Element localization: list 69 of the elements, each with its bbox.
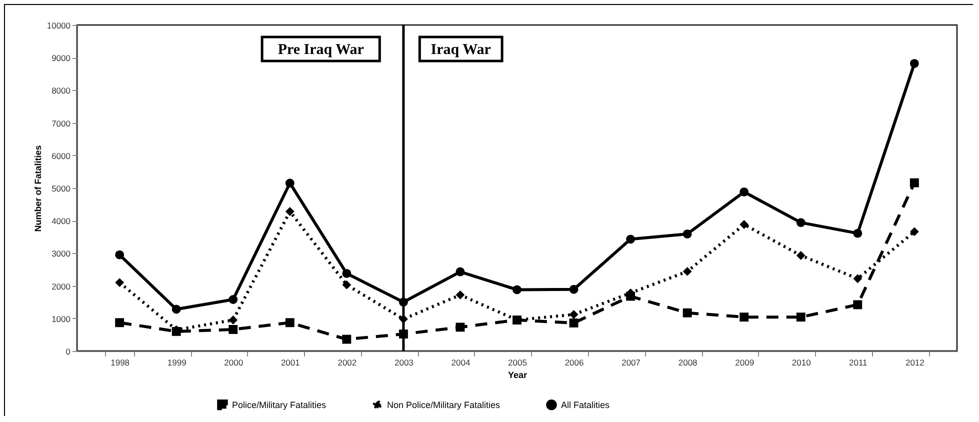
point: [796, 251, 806, 260]
x-tick-label: 1998: [110, 358, 130, 368]
y-tick-label: 8000: [52, 86, 71, 96]
point: [682, 230, 692, 238]
point: [228, 325, 238, 334]
x-tick-label: 2001: [280, 358, 300, 368]
x-tick-label: 2004: [451, 358, 470, 368]
x-tick-label: 2005: [508, 358, 528, 368]
point: [910, 59, 919, 68]
point: [740, 312, 749, 322]
y-tick-label: 1000: [52, 314, 71, 324]
point: [172, 304, 181, 314]
legend-label: Non Police/Military Fatalities: [387, 400, 501, 410]
point: [456, 290, 465, 300]
x-tick-label: 2003: [394, 358, 414, 368]
x-tick-label: 2002: [338, 358, 357, 368]
y-tick-label: 2000: [52, 281, 71, 292]
point: [285, 207, 294, 216]
point: [682, 266, 692, 276]
x-tick-label: 2008: [678, 358, 698, 368]
annotation: Iraq War: [430, 42, 492, 58]
point: [285, 178, 294, 188]
point: [910, 227, 919, 236]
point: [342, 334, 352, 344]
point: [910, 178, 919, 188]
point: [228, 295, 238, 304]
point: [115, 250, 124, 260]
x-tick-label: 2000: [224, 358, 244, 368]
point: [512, 285, 522, 294]
y-tick-label: 7000: [52, 118, 71, 128]
y-tick-label: 6000: [52, 150, 71, 161]
point: [285, 318, 294, 328]
point: [626, 234, 636, 244]
x-tick-label: 2009: [735, 358, 754, 368]
legend-label: Police/Military Fatalities: [232, 400, 327, 410]
x-tick-label: 2006: [564, 358, 584, 368]
point: [853, 228, 862, 238]
x-tick-label: 2011: [849, 358, 868, 368]
point: [796, 312, 806, 322]
point: [569, 318, 578, 328]
point: [682, 308, 692, 318]
point: [456, 267, 465, 276]
point: [740, 220, 749, 229]
point: [740, 187, 749, 196]
point: [569, 310, 578, 319]
x-axis-title: Year: [508, 370, 528, 380]
point: [853, 274, 862, 284]
point: [342, 280, 352, 290]
point: [853, 300, 862, 310]
y-tick-label: 10000: [46, 20, 71, 30]
point: [569, 284, 578, 294]
point: [115, 318, 124, 328]
legend-label: All Fatalities: [561, 400, 610, 410]
y-tick-label: 5000: [52, 184, 71, 194]
x-tick-label: 2012: [905, 358, 925, 368]
y-tick-label: 3000: [52, 248, 71, 259]
y-tick-label: 0: [66, 346, 71, 356]
point: [228, 316, 238, 324]
annotation: Pre Iraq War: [278, 42, 364, 58]
point: [796, 218, 806, 228]
x-tick-label: 1999: [167, 358, 187, 368]
x-tick-label: 2010: [792, 358, 812, 368]
point: [342, 268, 352, 278]
y-tick-label: 9000: [52, 53, 71, 64]
point: [115, 278, 124, 288]
x-tick-label: 2007: [622, 358, 641, 368]
y-tick-label: 4000: [52, 216, 71, 226]
point: [456, 322, 465, 332]
y-axis-title: Number of Fatalities: [32, 145, 43, 232]
